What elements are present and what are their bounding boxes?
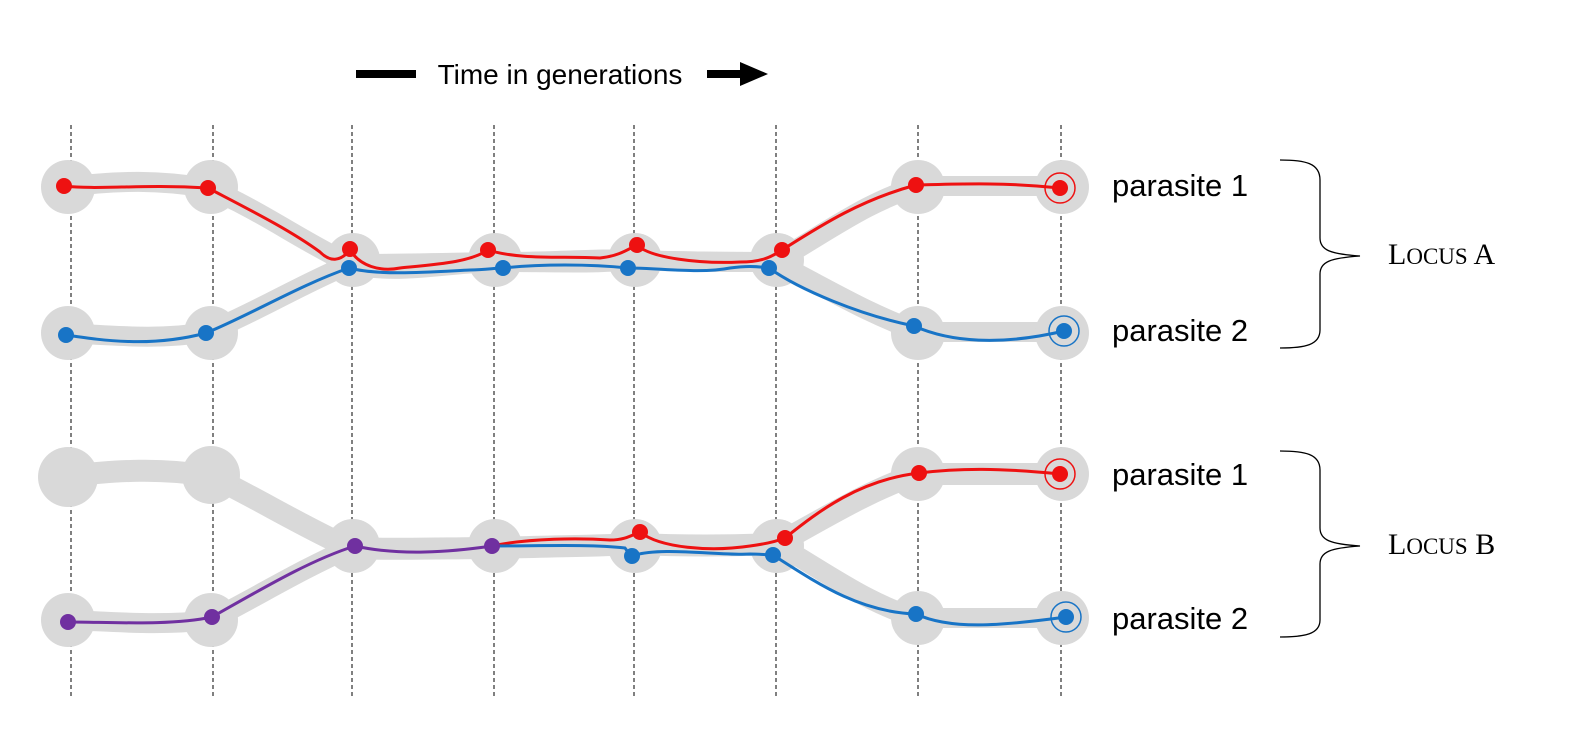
parasite-labels: parasite 1 parasite 2 parasite 1 parasit… [1112, 168, 1248, 636]
locus-a-parasite-2-points [58, 260, 1072, 343]
locus-b-p2-point-8 [1058, 609, 1074, 625]
locus-b-parasite-2-points [624, 547, 1074, 625]
locus-a-p2-sample-ring [1048, 315, 1080, 347]
locus-b-merged-point-2 [204, 609, 220, 625]
locus-b-brace [1279, 450, 1361, 638]
locus-b-p1-sample-ring [1044, 458, 1076, 490]
locus-a-label: LOCUS A [1388, 238, 1496, 271]
locus-a-p2-point-8 [1056, 323, 1072, 339]
locus-b-parasite-2-label: parasite 2 [1112, 601, 1248, 636]
time-label: Time in generations [438, 59, 683, 90]
locus-a-p1-point-2 [200, 180, 216, 196]
locus-braces [1279, 159, 1361, 638]
locus-a-panel [41, 160, 1089, 360]
locus-a-p1-point-5 [629, 237, 645, 253]
locus-a-p2-point-5 [620, 260, 636, 276]
locus-a-p1-point-8 [1052, 180, 1068, 196]
locus-a-parasite-1-points [56, 177, 1068, 258]
locus-b-panel [38, 446, 1089, 647]
time-arrow-icon [707, 62, 768, 86]
locus-b-label: LOCUS B [1388, 528, 1495, 561]
locus-b-parasite-2-line [491, 544, 1067, 627]
locus-b-p1-point-5 [632, 524, 648, 540]
locus-a-parasite-2-line [65, 263, 1065, 344]
locus-a-p2-point-3 [341, 260, 357, 276]
locus-a-p2-point-7 [906, 318, 922, 334]
time-bar-left [356, 70, 416, 78]
locus-a-p2-point-1 [58, 327, 74, 343]
locus-b-p2-sample-ring [1050, 601, 1082, 633]
locus-b-p1-point-8 [1052, 466, 1068, 482]
locus-a-p2-point-2 [198, 325, 214, 341]
locus-b-merged-points [60, 538, 500, 630]
locus-a-brace [1279, 159, 1361, 349]
locus-b-p1-point-7 [911, 465, 927, 481]
locus-b-merged-point-3 [347, 538, 363, 554]
locus-b-parasite-1-label: parasite 1 [1112, 457, 1248, 492]
locus-b-merged-point-1 [60, 614, 76, 630]
locus-b-merged-point-4 [484, 538, 500, 554]
locus-b-p2-point-6 [765, 547, 781, 563]
locus-b-p2-point-5 [624, 548, 640, 564]
locus-b-p1-point-6 [777, 530, 793, 546]
locus-labels: LOCUS A LOCUS B [1388, 238, 1496, 561]
locus-a-parasite-2-label: parasite 2 [1112, 313, 1248, 348]
time-axis-header: Time in generations [356, 59, 768, 90]
locus-b-merged-line [67, 544, 493, 625]
locus-b-p2-point-7 [908, 606, 924, 622]
locus-a-p1-point-7 [908, 177, 924, 193]
locus-a-parasite-1-label: parasite 1 [1112, 168, 1248, 203]
locus-a-p1-point-1 [56, 178, 72, 194]
locus-a-p1-sample-ring [1044, 172, 1076, 204]
locus-a-p1-point-3 [342, 241, 358, 257]
locus-a-p1-point-4 [480, 242, 496, 258]
locus-a-p2-point-4 [495, 260, 511, 276]
locus-a-p1-point-6 [774, 242, 790, 258]
locus-a-p2-point-6 [761, 260, 777, 276]
locus-a-parasite-1-line [63, 182, 1061, 271]
locus-b-parasite-1-points [632, 465, 1068, 546]
